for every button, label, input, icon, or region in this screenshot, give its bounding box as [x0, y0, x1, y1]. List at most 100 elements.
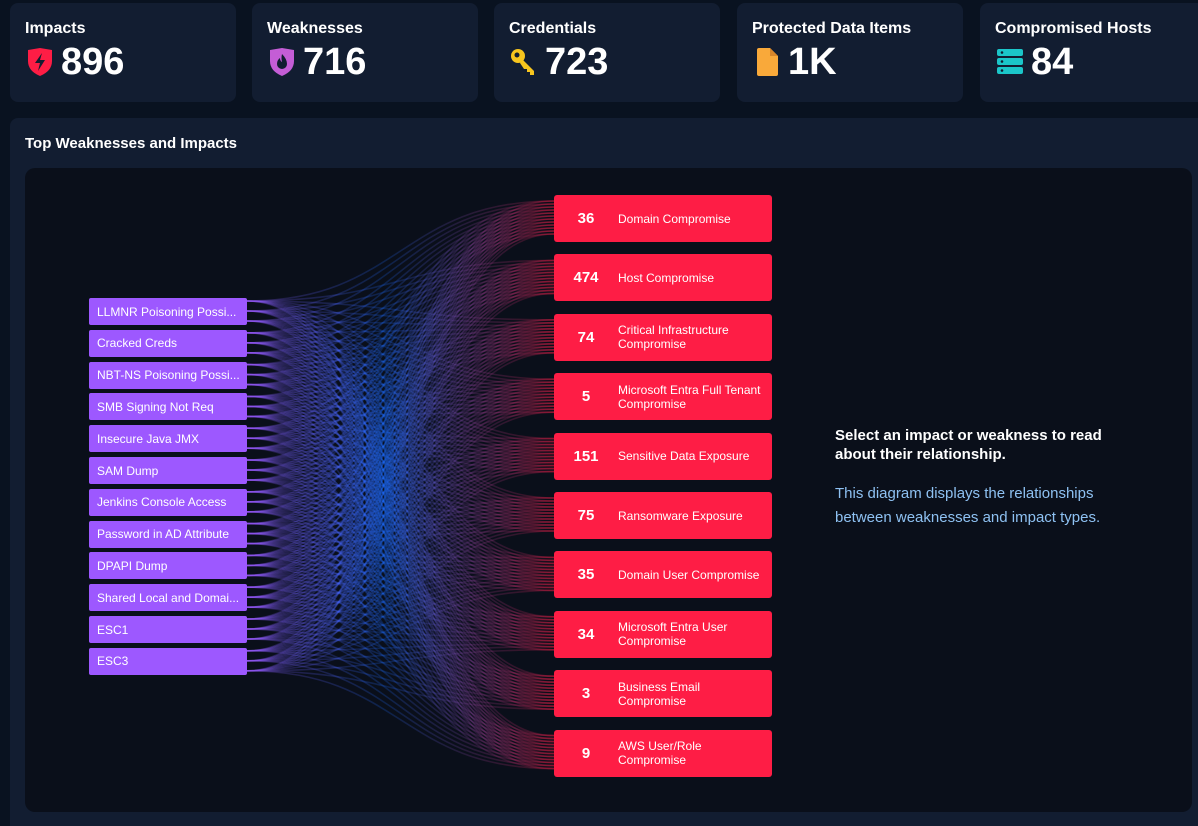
impact-count: 3 [581, 685, 591, 703]
impact-node[interactable]: 34 Microsoft Entra User Compromise [554, 610, 772, 658]
impact-node[interactable]: 151 Sensitive Data Exposure [554, 432, 772, 480]
sankey-diagram: LLMNR Poisoning Possi... Cracked Creds NBT… [25, 168, 1192, 812]
weakness-node[interactable]: ESC1 [89, 616, 247, 643]
impact-count: 5 [581, 388, 591, 406]
flow-link [246, 218, 555, 620]
flow-link [246, 596, 555, 630]
weakness-node[interactable]: Password in AD Attribute [89, 520, 247, 548]
weakness-impact-panel: Top Weaknesses and Impacts LLMNR Poisoni… [10, 118, 1198, 826]
impact-node[interactable]: 74 Critical Infrastructure Compromise [554, 313, 772, 361]
flow-link [246, 554, 555, 737]
stat-value: 84 [1031, 41, 1074, 83]
stat-card-impacts[interactable]: Impacts 896 [10, 3, 236, 102]
impact-node[interactable]: 474 Host Compromise [554, 254, 772, 302]
flow-link [246, 387, 555, 588]
document-icon [752, 47, 782, 77]
flow-link [246, 660, 555, 767]
flow-link [246, 300, 555, 321]
weakness-node[interactable]: Cracked Creds [89, 329, 247, 357]
shield-flame-icon [267, 47, 297, 77]
flow-link [246, 427, 555, 677]
weakness-node[interactable]: Insecure Java JMX [89, 425, 247, 453]
flow-link [246, 405, 555, 652]
impact-node[interactable]: 36 Domain Compromise [554, 195, 772, 242]
flow-link [246, 509, 555, 598]
flow-link [246, 209, 555, 588]
flow-link [246, 437, 555, 557]
stat-card-weaknesses[interactable]: Weaknesses 716 [252, 3, 478, 102]
weakness-node[interactable]: NBT-NS Poisoning Possi... [89, 361, 247, 389]
impact-count: 36 [577, 210, 595, 227]
flow-link [246, 277, 555, 620]
impact-label: Host Compromise [618, 270, 715, 285]
weakness-node[interactable]: DPAPI Dump [89, 552, 247, 580]
flow-link [246, 554, 555, 559]
flow-link [246, 559, 555, 567]
impact-node[interactable]: 75 Ransomware Exposure [554, 492, 772, 539]
flow-link [246, 346, 555, 652]
impact-label: Domain Compromise [618, 211, 731, 226]
stat-title: Compromised Hosts [995, 20, 1152, 37]
impact-node[interactable]: 5 Microsoft Entra Full Tenant Compromise [554, 373, 772, 421]
flow-link [246, 586, 555, 662]
impact-label: Business Email Compromise [618, 679, 701, 708]
flow-link [246, 497, 555, 557]
stat-value: 1K [788, 41, 837, 83]
weakness-node[interactable]: Shared Local and Domai... [89, 584, 247, 612]
flow-link [246, 200, 555, 302]
weakness-node[interactable]: SAM Dump [89, 457, 247, 484]
flow-link [246, 515, 555, 620]
flow-link [246, 586, 555, 686]
flow-link [246, 286, 555, 652]
info-body: This diagram displays the relationships … [835, 485, 1101, 526]
flow-link [246, 506, 555, 588]
flow-link [246, 227, 555, 652]
weakness-node[interactable]: Jenkins Console Access [89, 488, 247, 516]
flow-link [246, 319, 555, 429]
flow-link [246, 646, 555, 662]
flow-link [246, 568, 555, 598]
flow-link [246, 565, 555, 588]
flow-link [246, 649, 555, 672]
weakness-node[interactable]: LLMNR Poisoning Possi... [89, 298, 247, 325]
impact-label: AWS User/Role Compromise [618, 739, 702, 768]
flow-link [246, 618, 555, 636]
stat-title: Impacts [25, 20, 86, 37]
flow-link [246, 200, 555, 557]
impact-node[interactable]: 35 Domain User Compromise [554, 551, 772, 599]
flow-link [246, 427, 555, 737]
flow-link [246, 337, 555, 620]
flow-link [246, 618, 555, 755]
info-heading: Select an impact or weakness to read abo… [835, 427, 1102, 463]
impact-count: 34 [577, 625, 595, 643]
weakness-node[interactable]: ESC3 [89, 647, 247, 675]
stat-card-protected-data[interactable]: Protected Data Items 1K [737, 3, 963, 102]
flow-links [246, 200, 555, 770]
impact-count: 9 [581, 744, 591, 762]
flow-link [246, 670, 555, 770]
shield-bolt-icon [25, 47, 55, 77]
flow-link [246, 650, 555, 704]
stat-card-compromised-hosts[interactable]: Compromised Hosts 84 [980, 3, 1198, 102]
stat-card-credentials[interactable]: Credentials 723 [494, 3, 720, 102]
stat-value: 896 [61, 41, 125, 83]
flow-link [246, 455, 555, 620]
flow-link [246, 618, 555, 695]
flow-link [246, 643, 555, 652]
flow-link [246, 328, 555, 334]
flow-link [246, 586, 555, 746]
flow-link [246, 310, 555, 324]
impact-node[interactable]: 9 AWS User/Role Compromise [554, 729, 772, 777]
impact-count: 74 [577, 328, 595, 346]
flow-link [246, 446, 555, 588]
server-icon [995, 47, 1025, 77]
key-icon [509, 47, 539, 77]
impact-label: Sensitive Data Exposure [618, 449, 750, 464]
flow-link [246, 331, 555, 344]
flow-link [246, 574, 555, 620]
weakness-node[interactable]: SMB Signing Not Req [89, 393, 247, 421]
panel-title: Top Weaknesses and Impacts [25, 135, 238, 152]
flow-link [246, 268, 555, 588]
flow-link [246, 328, 555, 588]
impact-node[interactable]: 3 Business Email Compromise [554, 670, 772, 718]
